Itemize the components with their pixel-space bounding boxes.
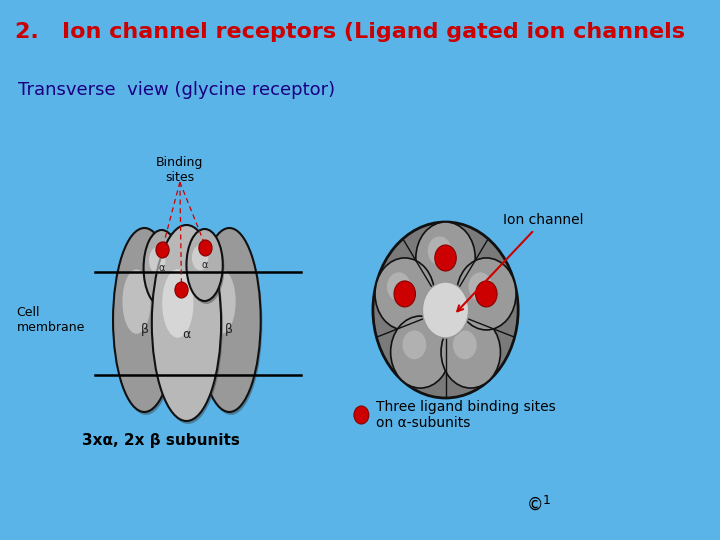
Circle shape — [423, 282, 469, 338]
Circle shape — [199, 240, 212, 256]
Ellipse shape — [207, 269, 235, 334]
Ellipse shape — [387, 272, 410, 301]
Ellipse shape — [453, 330, 477, 359]
Text: α: α — [182, 328, 191, 341]
Text: 1: 1 — [542, 494, 550, 507]
Text: Transverse  view (glycine receptor): Transverse view (glycine receptor) — [18, 81, 336, 99]
Circle shape — [416, 222, 475, 294]
Ellipse shape — [113, 228, 176, 412]
Circle shape — [456, 258, 516, 330]
Text: 2.   Ion channel receptors (Ligand gated ion channels: 2. Ion channel receptors (Ligand gated i… — [15, 22, 685, 42]
Circle shape — [373, 222, 518, 398]
Circle shape — [441, 316, 500, 388]
Circle shape — [394, 281, 415, 307]
Text: α: α — [158, 263, 165, 273]
Ellipse shape — [198, 228, 261, 412]
Text: β: β — [225, 323, 233, 336]
Text: β: β — [140, 323, 148, 336]
Circle shape — [354, 406, 369, 424]
Ellipse shape — [152, 225, 221, 421]
Ellipse shape — [153, 228, 222, 424]
Text: Cell
membrane: Cell membrane — [17, 306, 85, 334]
Ellipse shape — [186, 229, 222, 301]
Text: Three ligand binding sites
on α-subunits: Three ligand binding sites on α-subunits — [377, 400, 556, 430]
Ellipse shape — [428, 237, 451, 265]
Ellipse shape — [149, 247, 166, 274]
Circle shape — [375, 258, 434, 330]
Circle shape — [476, 281, 497, 307]
Ellipse shape — [188, 232, 225, 304]
Circle shape — [156, 242, 169, 258]
Circle shape — [391, 316, 450, 388]
Ellipse shape — [402, 330, 426, 359]
Circle shape — [175, 282, 188, 298]
Text: ©: © — [526, 496, 543, 514]
Ellipse shape — [145, 233, 181, 309]
Ellipse shape — [143, 230, 180, 306]
Circle shape — [435, 245, 456, 271]
Ellipse shape — [122, 269, 150, 334]
Ellipse shape — [192, 245, 208, 271]
Text: Ion channel: Ion channel — [457, 213, 584, 311]
Text: α: α — [202, 260, 208, 270]
Ellipse shape — [114, 231, 177, 415]
Ellipse shape — [469, 272, 492, 301]
Ellipse shape — [199, 231, 262, 415]
Text: 3xα, 2x β subunits: 3xα, 2x β subunits — [82, 433, 240, 448]
Ellipse shape — [162, 269, 194, 338]
Text: Binding
sites: Binding sites — [156, 156, 204, 184]
